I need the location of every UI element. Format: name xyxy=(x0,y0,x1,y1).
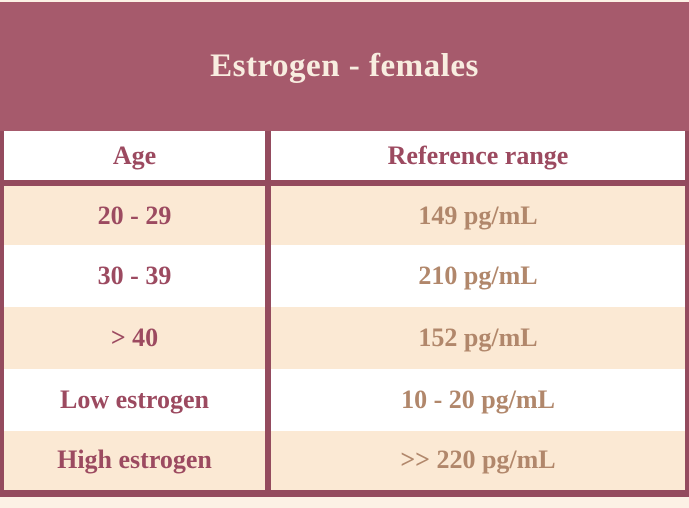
age-cell: > 40 xyxy=(2,307,271,369)
range-cell: >> 220 pg/mL xyxy=(400,445,556,475)
age-cell: 30 - 39 xyxy=(2,245,271,307)
range-cell: 152 pg/mL xyxy=(418,323,538,352)
age-cell: High estrogen xyxy=(2,431,271,493)
column-header-reference-range: Reference range xyxy=(268,131,687,186)
age-cell: Low estrogen xyxy=(2,369,271,431)
column-header-age: Age xyxy=(2,131,271,186)
table-row: High estrogen >> 220 pg/mL xyxy=(2,431,687,493)
table-row: Low estrogen 10 - 20 pg/mL xyxy=(2,369,687,431)
header-row: Age Reference range xyxy=(2,131,687,186)
range-cell: 10 - 20 pg/mL xyxy=(401,385,555,414)
table-title: Estrogen - females xyxy=(210,48,479,84)
age-cell: 20 - 29 xyxy=(2,183,271,245)
table-row: > 40 152 pg/mL xyxy=(2,307,687,369)
range-cell: 210 pg/mL xyxy=(418,261,538,290)
table-body: 20 - 29 149 pg/mL 30 - 39 210 pg/mL > 40… xyxy=(2,183,687,493)
table-row: 20 - 29 149 pg/mL xyxy=(2,183,687,245)
range-cell: 149 pg/mL xyxy=(418,200,538,230)
table-row: 30 - 39 210 pg/mL xyxy=(2,245,687,307)
table-title-band: Estrogen - females xyxy=(0,2,689,131)
estrogen-reference-table: Age Reference range 20 - 29 149 pg/mL 30… xyxy=(0,131,689,497)
table-header: Age Reference range xyxy=(2,131,687,186)
